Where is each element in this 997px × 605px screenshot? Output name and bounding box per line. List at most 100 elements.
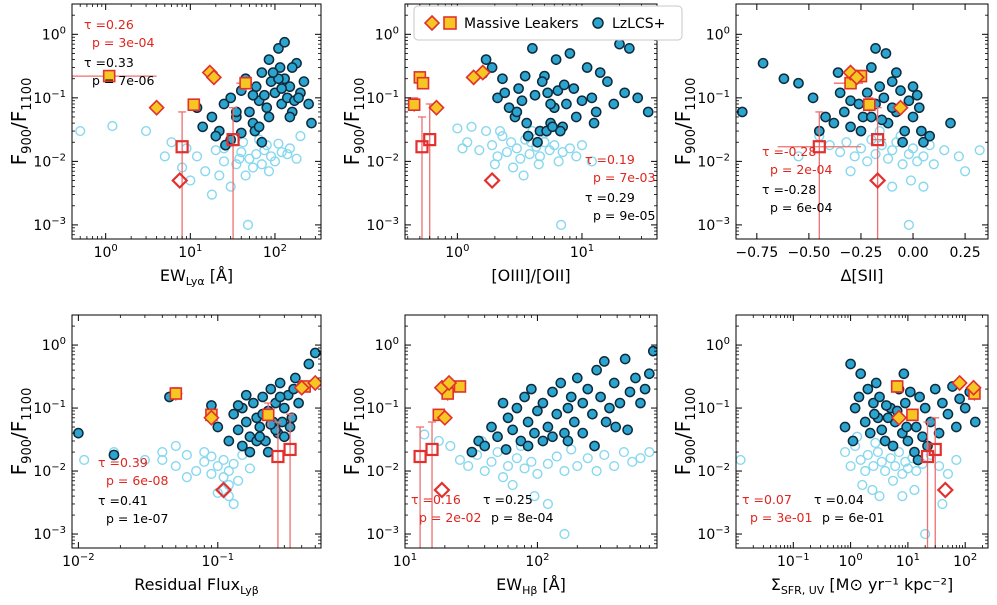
- faint-point: [564, 143, 575, 154]
- massive-leaker-square-open: [928, 442, 942, 457]
- faint-point: [897, 468, 908, 480]
- lzlcs-point: [870, 377, 882, 389]
- lzlcs-point: [492, 92, 503, 104]
- lzlcs-point: [537, 397, 549, 409]
- lzlcs-point: [598, 356, 610, 367]
- legend: Massive Leakers LzLCS+: [413, 5, 683, 41]
- lzlcs-point: [919, 402, 931, 414]
- faint-point: [572, 460, 583, 472]
- stat-p-massive: p = 2e-04: [770, 162, 832, 177]
- lzlcs-point: [868, 397, 879, 409]
- lzlcs-point: [853, 98, 865, 110]
- lzlcs-point: [933, 427, 945, 439]
- faint-point: [882, 153, 894, 164]
- faint-point: [519, 463, 530, 474]
- stat-p-all: p = 6e-04: [770, 200, 832, 215]
- legend-diamond-marker: [423, 14, 441, 32]
- lzlcs-point: [466, 446, 478, 458]
- faint-point: [911, 465, 922, 477]
- lzlcs-point: [309, 347, 321, 359]
- lzlcs-point: [602, 76, 613, 87]
- faint-point: [951, 454, 962, 466]
- lzlcs-point: [902, 435, 914, 447]
- lzlcs-point: [866, 111, 877, 123]
- lzlcs-point: [240, 389, 252, 401]
- y-tick-label: 100: [375, 25, 399, 43]
- x-tick-label: −0.50: [787, 245, 830, 261]
- y-axis-label: F900/F1100: [7, 388, 35, 476]
- faint-point: [157, 454, 168, 466]
- faint-point: [457, 143, 468, 154]
- massive-leaker-diamond: [951, 374, 968, 392]
- lzlcs-point: [263, 111, 275, 123]
- lzlcs-point: [244, 446, 256, 458]
- lzlcs-point: [969, 416, 981, 428]
- x-tick-label: 101: [896, 552, 920, 570]
- x-tick-label: 100: [94, 243, 118, 261]
- faint-point: [233, 475, 244, 486]
- lzlcs-point: [228, 408, 240, 420]
- faint-point: [912, 156, 923, 167]
- x-axis-label: Residual FluxLyβ: [134, 575, 259, 597]
- plot-area: [73, 347, 321, 548]
- faint-point: [228, 458, 239, 469]
- massive-leaker-diamond: [203, 409, 220, 426]
- x-tick-label: −0.75: [735, 245, 778, 261]
- faint-point: [890, 460, 901, 472]
- lzlcs-point: [918, 136, 929, 148]
- massive-leaker-square-open: [283, 442, 297, 457]
- massive-leaker-diamond: [474, 64, 491, 81]
- stat-p-massive: p = 3e-01: [750, 510, 812, 525]
- lzlcs-point: [247, 89, 259, 101]
- faint-point: [855, 454, 866, 466]
- faint-point: [571, 151, 582, 162]
- lzlcs-point: [547, 431, 558, 443]
- massive-leaker-square: [890, 380, 904, 393]
- lzlcs-point: [273, 43, 284, 54]
- lzlcs-point: [577, 397, 589, 409]
- faint-point: [507, 162, 519, 173]
- lzlcs-point: [608, 98, 620, 110]
- panel-EW_Hb: 10−3 10−2 10−1 100 101 102 F900/F1100 EWHβ [Å] τ…: [340, 314, 658, 597]
- faint-point: [157, 446, 168, 458]
- faint-point: [474, 145, 485, 156]
- faint-point: [644, 446, 655, 458]
- lzlcs-point: [545, 98, 556, 110]
- lzlcs-point: [736, 106, 748, 118]
- faint-point: [269, 156, 281, 167]
- y-tick-label: 100: [42, 336, 66, 354]
- lzlcs-point: [907, 81, 919, 93]
- lzlcs-point: [642, 106, 654, 118]
- lzlcs-point: [519, 391, 530, 403]
- faint-point: [139, 454, 150, 466]
- faint-point: [559, 528, 570, 540]
- faint-point: [872, 446, 884, 458]
- faint-point: [273, 138, 284, 149]
- y-tick-label: 100: [42, 25, 66, 43]
- faint-point: [542, 498, 554, 510]
- lzlcs-point: [880, 48, 892, 59]
- lzlcs-point: [643, 368, 655, 380]
- lzlcs-point: [624, 43, 635, 54]
- y-tick-label: 100: [706, 25, 730, 43]
- faint-point: [244, 463, 256, 474]
- lzlcs-point: [945, 117, 956, 129]
- faint-point: [480, 125, 492, 137]
- stat-tau-all: τ =0.29: [585, 190, 635, 205]
- lzlcs-point: [289, 372, 301, 384]
- lzlcs-point: [879, 435, 891, 447]
- faint-point: [879, 465, 891, 477]
- lzlcs-point: [529, 89, 541, 101]
- faint-point: [942, 468, 954, 480]
- faint-point: [206, 189, 218, 200]
- faint-point: [501, 146, 513, 158]
- y-tick-label: 10−2: [697, 152, 730, 170]
- lzlcs-point: [895, 85, 906, 96]
- panel-Sigma_SFR: 10−3 10−2 10−1 100 10−1 100 101 102 F900/F1100 ΣS…: [671, 314, 989, 597]
- massive-leaker-diamond-open: [869, 171, 887, 190]
- lzlcs-point: [929, 383, 941, 395]
- lzlcs-point: [279, 36, 290, 48]
- y-axis-label: F900/F1100: [671, 388, 699, 476]
- lzlcs-point: [622, 424, 633, 436]
- faint-point: [855, 143, 867, 154]
